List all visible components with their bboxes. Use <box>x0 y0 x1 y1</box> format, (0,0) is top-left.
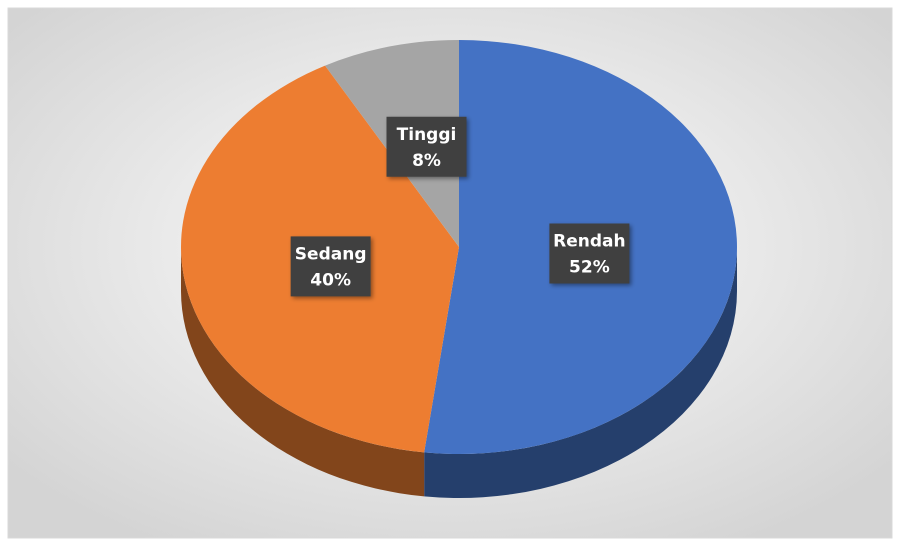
label-value: 52% <box>569 257 610 277</box>
data-label: Tinggi 8% <box>386 116 467 177</box>
pie-side <box>424 247 737 498</box>
label-box <box>386 116 467 177</box>
label-value: 40% <box>310 270 351 290</box>
pie-sides <box>181 247 737 498</box>
label-category: Rendah <box>553 231 625 251</box>
label-category: Tinggi <box>397 125 457 145</box>
label-box <box>549 223 630 284</box>
pie-side <box>181 247 425 497</box>
label-value: 8% <box>412 151 441 171</box>
data-label: Rendah 52% <box>549 223 630 284</box>
data-label: Sedang 40% <box>290 236 371 297</box>
data-labels: Rendah 52% Sedang 40% Tinggi 8% <box>290 116 630 297</box>
pie-top <box>181 40 737 454</box>
label-box <box>290 236 371 297</box>
label-category: Sedang <box>295 244 367 264</box>
